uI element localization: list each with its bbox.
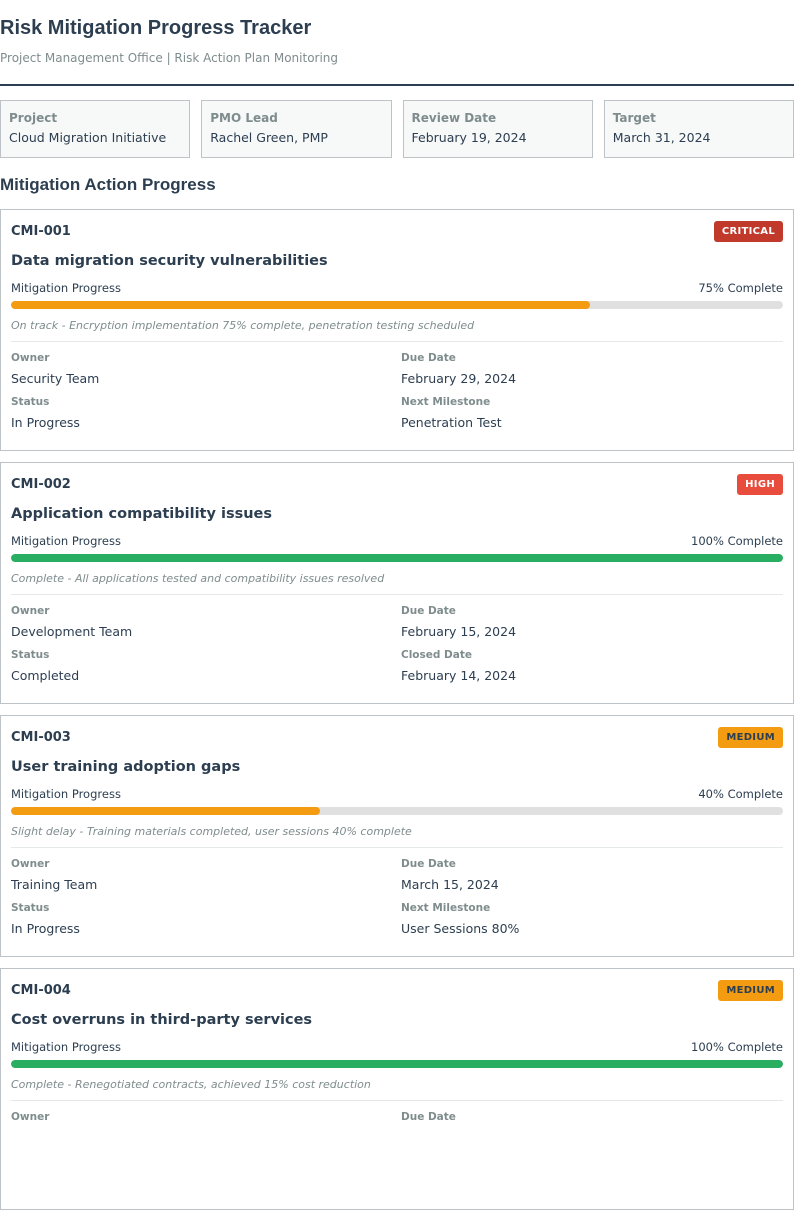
progress-text: 40% Complete: [698, 787, 783, 801]
field-label: Owner: [11, 858, 50, 870]
field-label: Owner: [11, 605, 50, 617]
progress-bar: [11, 554, 783, 562]
progress-fill: [11, 301, 590, 309]
page-subtitle: Project Management Office | Risk Action …: [0, 51, 339, 65]
project-info: Project Cloud Migration Initiative PMO Le…: [0, 100, 794, 158]
info-label: Project: [9, 111, 58, 125]
progress-label: Mitigation Progress: [11, 1040, 121, 1054]
field-label: Status: [11, 902, 50, 914]
risk-title: User training adoption gaps: [11, 759, 241, 775]
risk-title: Data migration security vulnerabilities: [11, 253, 328, 269]
risk-id: CMI-002: [11, 477, 71, 492]
field: Status Completed: [11, 639, 401, 683]
progress-bar: [11, 301, 783, 309]
field-value: February 29, 2024: [401, 371, 517, 386]
field-value: Penetration Test: [401, 415, 502, 430]
field: Status In Progress: [11, 386, 401, 430]
field-label: Due Date: [401, 858, 456, 870]
field-value: Development Team: [11, 624, 133, 639]
field: Due Date February 29, 2024: [401, 342, 783, 386]
progress-fill: [11, 554, 783, 562]
info-label: Review Date: [411, 111, 497, 125]
severity-badge: MEDIUM: [718, 727, 783, 748]
info-value: February 19, 2024: [411, 130, 527, 145]
page-title: Risk Mitigation Progress Tracker: [0, 17, 312, 39]
section-title: Mitigation Action Progress: [0, 175, 216, 194]
field: Status In Progress: [11, 892, 401, 936]
field-value: February 14, 2024: [401, 668, 517, 683]
field-label: Status: [11, 649, 50, 661]
progress-note: On track - Encryption implementation 75%…: [11, 319, 783, 342]
risk-cards: CMI-001 CRITICAL Data migration security…: [0, 209, 794, 1221]
field-value: Security Team: [11, 371, 100, 386]
risk-card: CMI-004 MEDIUM Cost overruns in third-pa…: [0, 968, 794, 1210]
risk-details: Owner Due Date: [11, 1101, 783, 1130]
severity-badge: MEDIUM: [718, 980, 783, 1001]
header-divider: [0, 84, 794, 86]
progress-text: 75% Complete: [698, 281, 783, 295]
info-value: March 31, 2024: [612, 130, 711, 145]
info-value: Rachel Green, PMP: [210, 130, 328, 145]
info-review-date: Review Date February 19, 2024: [402, 100, 593, 158]
field: Closed Date February 14, 2024: [401, 639, 783, 683]
progress-note: Slight delay - Training materials comple…: [11, 825, 783, 848]
risk-details: Owner Security Team Due Date February 29, 2…: [11, 342, 783, 430]
field-value: User Sessions 80%: [401, 921, 520, 936]
field-label: Closed Date: [401, 649, 473, 661]
risk-id: CMI-004: [11, 983, 71, 998]
risk-card: CMI-001 CRITICAL Data migration security…: [0, 209, 794, 451]
progress-fill: [11, 807, 320, 815]
progress-bar: [11, 1060, 783, 1068]
field-label: Next Milestone: [401, 902, 491, 914]
risk-title: Application compatibility issues: [11, 506, 273, 522]
field: Next Milestone User Sessions 80%: [401, 892, 783, 936]
progress-label: Mitigation Progress: [11, 281, 121, 295]
field-label: Owner: [11, 352, 50, 364]
info-project: Project Cloud Migration Initiative: [0, 100, 191, 158]
field-value: Training Team: [11, 877, 98, 892]
risk-id: CMI-003: [11, 730, 71, 745]
field: Owner Security Team: [11, 342, 401, 386]
progress-bar: [11, 807, 783, 815]
risk-id: CMI-001: [11, 224, 71, 239]
field: Due Date March 15, 2024: [401, 848, 783, 892]
info-pmo-lead: PMO Lead Rachel Green, PMP: [201, 100, 392, 158]
progress-text: 100% Complete: [691, 534, 783, 548]
field-value: In Progress: [11, 415, 80, 430]
risk-details: Owner Training Team Due Date March 15, 2024…: [11, 848, 783, 936]
risk-card: CMI-003 MEDIUM User training adoption ga…: [0, 715, 794, 957]
field: Owner: [11, 1101, 401, 1130]
progress-note: Complete - Renegotiated contracts, achie…: [11, 1078, 783, 1101]
field-label: Status: [11, 396, 50, 408]
field-label: Next Milestone: [401, 396, 491, 408]
field-label: Due Date: [401, 352, 456, 364]
progress-label: Mitigation Progress: [11, 534, 121, 548]
field: Due Date: [401, 1101, 783, 1130]
info-value: Cloud Migration Initiative: [9, 130, 167, 145]
field: Due Date February 15, 2024: [401, 595, 783, 639]
field: Owner Development Team: [11, 595, 401, 639]
progress-fill: [11, 1060, 783, 1068]
field-value: February 15, 2024: [401, 624, 517, 639]
progress-label: Mitigation Progress: [11, 787, 121, 801]
field-value: March 15, 2024: [401, 877, 499, 892]
field: Next Milestone Penetration Test: [401, 386, 783, 430]
progress-text: 100% Complete: [691, 1040, 783, 1054]
field-value: In Progress: [11, 921, 80, 936]
risk-card: CMI-002 HIGH Application compatibility i…: [0, 462, 794, 704]
field-label: Due Date: [401, 1111, 456, 1123]
info-label: Target: [612, 111, 656, 125]
field-label: Owner: [11, 1111, 50, 1123]
field-label: Due Date: [401, 605, 456, 617]
field-value: Completed: [11, 668, 80, 683]
info-target: Target March 31, 2024: [603, 100, 794, 158]
progress-note: Complete - All applications tested and c…: [11, 572, 783, 595]
field: Owner Training Team: [11, 848, 401, 892]
risk-details: Owner Development Team Due Date February 15…: [11, 595, 783, 683]
info-label: PMO Lead: [210, 111, 278, 125]
severity-badge: CRITICAL: [713, 221, 783, 242]
risk-title: Cost overruns in third-party services: [11, 1012, 313, 1028]
severity-badge: HIGH: [737, 474, 783, 495]
